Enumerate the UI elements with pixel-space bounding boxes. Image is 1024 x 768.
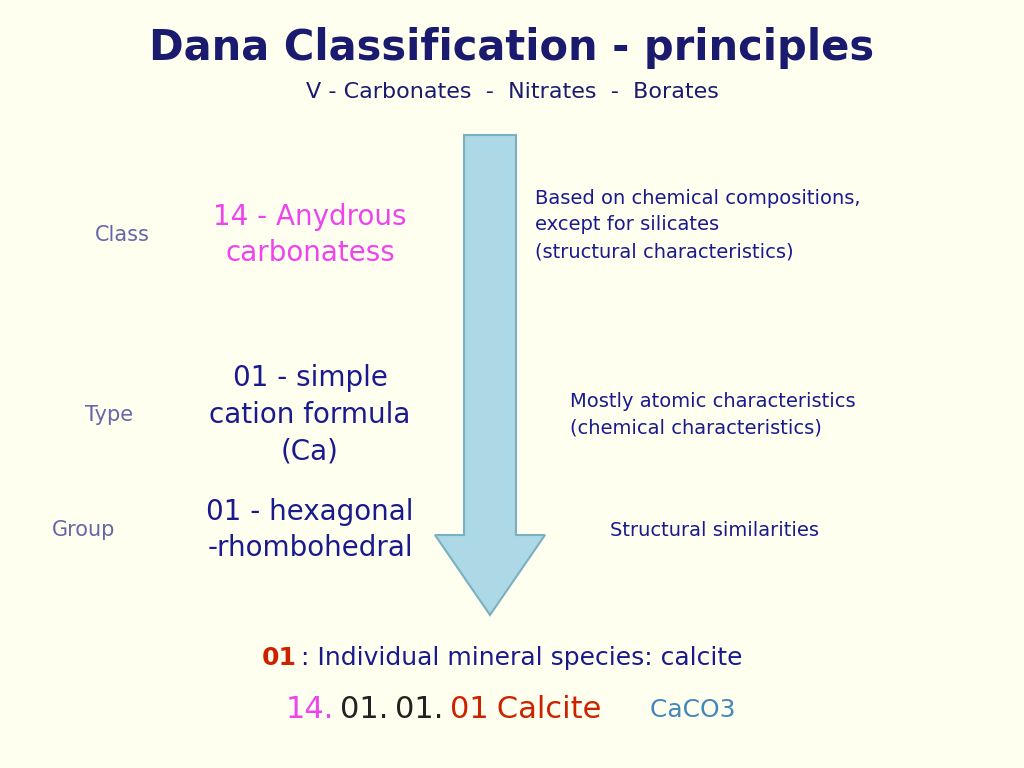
Text: V - Carbonates  -  Nitrates  -  Borates: V - Carbonates - Nitrates - Borates: [305, 82, 719, 102]
Text: Type: Type: [85, 405, 133, 425]
Text: 14 - Anydrous
carbonatess: 14 - Anydrous carbonatess: [213, 203, 407, 267]
Text: Mostly atomic characteristics
(chemical characteristics): Mostly atomic characteristics (chemical …: [570, 392, 856, 438]
Text: Class: Class: [95, 225, 150, 245]
Text: 01 - simple
cation formula
(Ca): 01 - simple cation formula (Ca): [209, 364, 411, 466]
Text: 01.: 01.: [395, 696, 443, 724]
Text: 01.: 01.: [340, 696, 389, 724]
Text: Calcite: Calcite: [487, 696, 601, 724]
Text: 01: 01: [262, 646, 297, 670]
Polygon shape: [435, 135, 545, 615]
Text: 01 - hexagonal
-rhombohedral: 01 - hexagonal -rhombohedral: [206, 498, 414, 562]
Text: CaCO3: CaCO3: [634, 698, 735, 722]
Text: Group: Group: [52, 520, 116, 540]
Text: 01: 01: [451, 696, 489, 724]
Text: Based on chemical compositions,
except for silicates
(structural characteristics: Based on chemical compositions, except f…: [535, 189, 860, 261]
Text: Structural similarities: Structural similarities: [610, 521, 819, 539]
Text: Dana Classification - principles: Dana Classification - principles: [150, 27, 874, 69]
Text: 14.: 14.: [286, 696, 334, 724]
Text: : Individual mineral species: calcite: : Individual mineral species: calcite: [293, 646, 742, 670]
